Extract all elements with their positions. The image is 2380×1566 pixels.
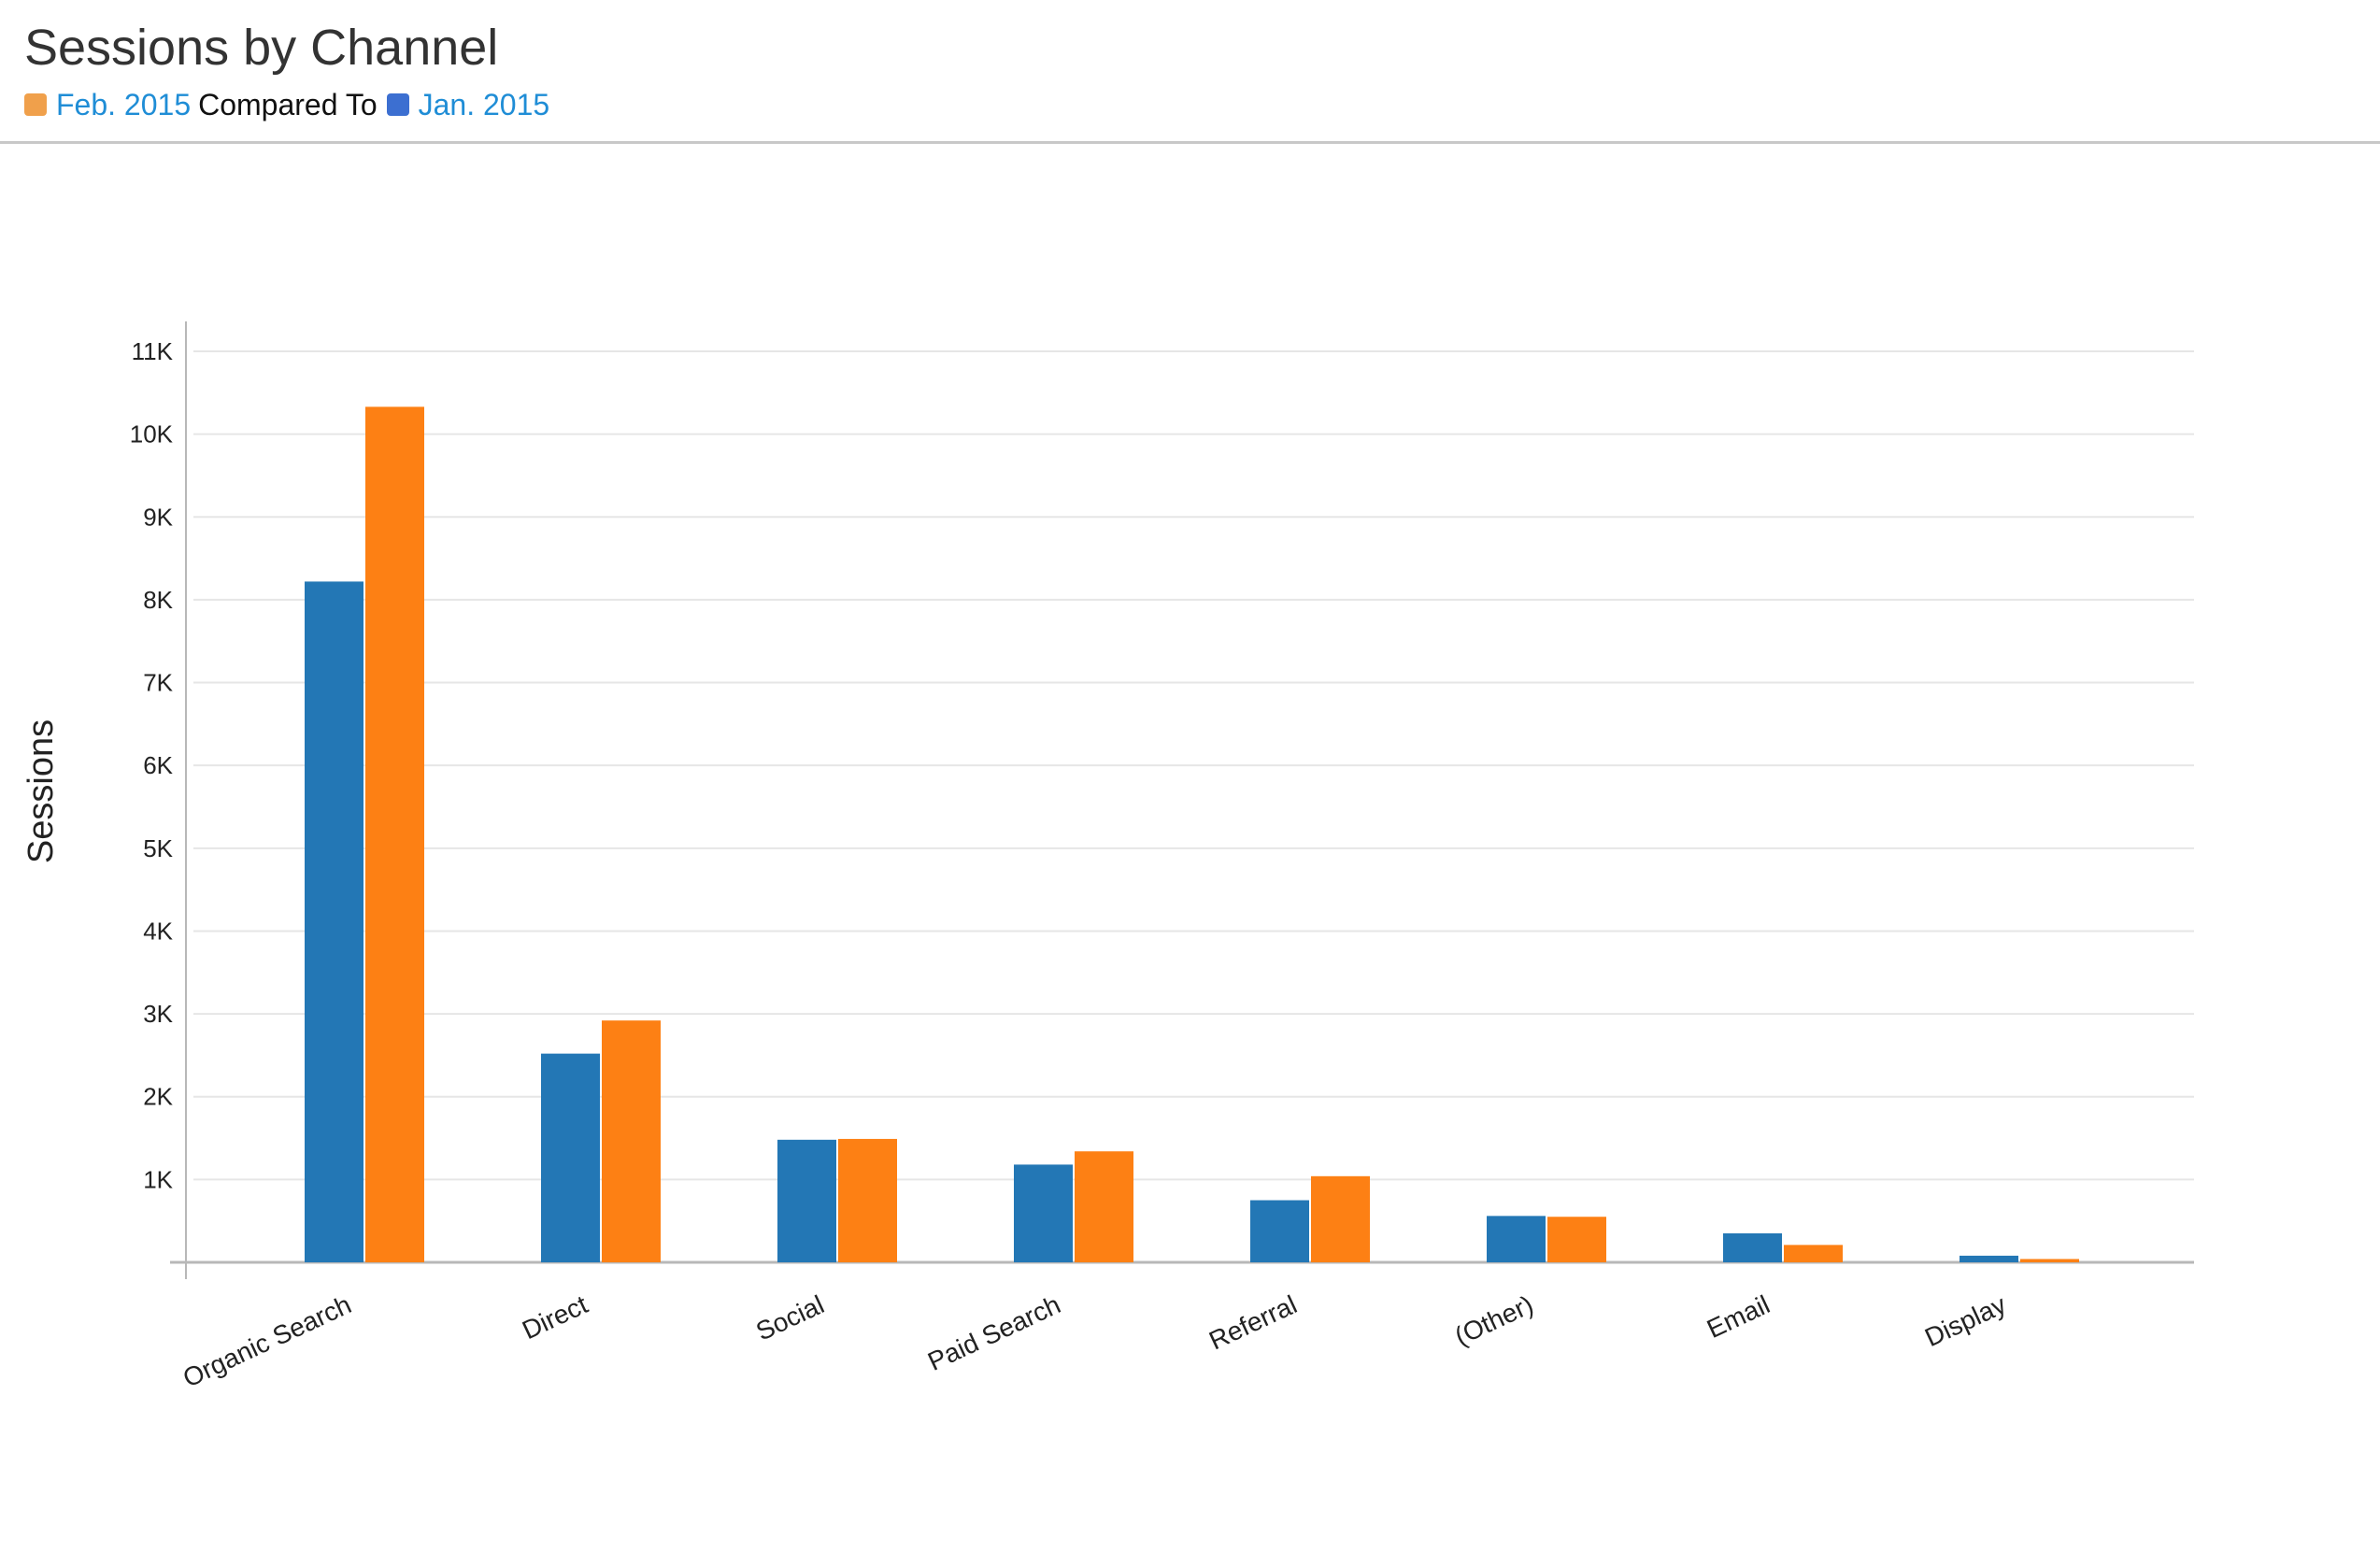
compared-to-text: Compared To xyxy=(198,88,378,121)
y-tick-label: 2K xyxy=(143,1083,173,1111)
y-tick-label: 3K xyxy=(143,1000,173,1028)
bar xyxy=(838,1138,897,1262)
x-category-label: Display xyxy=(1920,1289,2010,1352)
bar xyxy=(541,1053,600,1262)
x-category-label: Organic Search xyxy=(178,1289,355,1392)
x-category-label: Email xyxy=(1703,1289,1774,1344)
y-tick-label: 8K xyxy=(143,586,173,614)
bar xyxy=(1311,1175,1370,1262)
y-tick-label: 6K xyxy=(143,751,173,779)
page-title: Sessions by Channel xyxy=(24,20,499,76)
y-tick-label: 9K xyxy=(143,503,173,531)
sessions-bar-chart: 1K 2K 3K 4K 5K 6K 7K 8K 9K 10K 11K Organic Search Di… xyxy=(21,321,2194,1393)
bar xyxy=(602,1020,661,1262)
y-tick-label: 7K xyxy=(143,669,173,697)
comparison-legend: Feb. 2015 Compared To Jan. 2015 xyxy=(24,86,549,123)
bar xyxy=(2020,1259,2079,1262)
x-category-label: (Other) xyxy=(1450,1289,1537,1351)
x-category-label: Referral xyxy=(1204,1289,1301,1355)
y-tick-label: 10K xyxy=(130,420,174,448)
x-category-label: Paid Search xyxy=(923,1289,1064,1376)
bar xyxy=(1723,1232,1782,1262)
bar xyxy=(305,581,363,1262)
previous-period-swatch xyxy=(386,93,409,116)
bars xyxy=(305,406,2079,1262)
y-tick-label: 4K xyxy=(143,917,173,945)
bar xyxy=(1487,1216,1546,1262)
y-tick-label: 5K xyxy=(143,834,173,862)
y-tick-label: 1K xyxy=(143,1165,173,1193)
bar xyxy=(1784,1245,1843,1262)
bar xyxy=(365,406,424,1262)
current-period-link[interactable]: Feb. 2015 xyxy=(56,88,192,121)
bar xyxy=(1014,1164,1073,1262)
bar xyxy=(1960,1255,2018,1262)
bar xyxy=(1250,1200,1309,1262)
axes xyxy=(170,321,2194,1279)
current-period-swatch xyxy=(24,93,47,116)
y-axis-title: Sessions xyxy=(21,719,61,863)
previous-period-link[interactable]: Jan. 2015 xyxy=(418,88,550,121)
x-category-label: Direct xyxy=(518,1289,592,1345)
gridlines xyxy=(193,350,2194,1181)
bar xyxy=(777,1139,836,1262)
y-tick-label: 11K xyxy=(132,337,174,365)
x-category-label: Social xyxy=(751,1289,828,1345)
chart-header: Sessions by Channel Feb. 2015 Compared T… xyxy=(0,0,2380,144)
bar xyxy=(1547,1217,1606,1262)
bar xyxy=(1075,1151,1133,1262)
